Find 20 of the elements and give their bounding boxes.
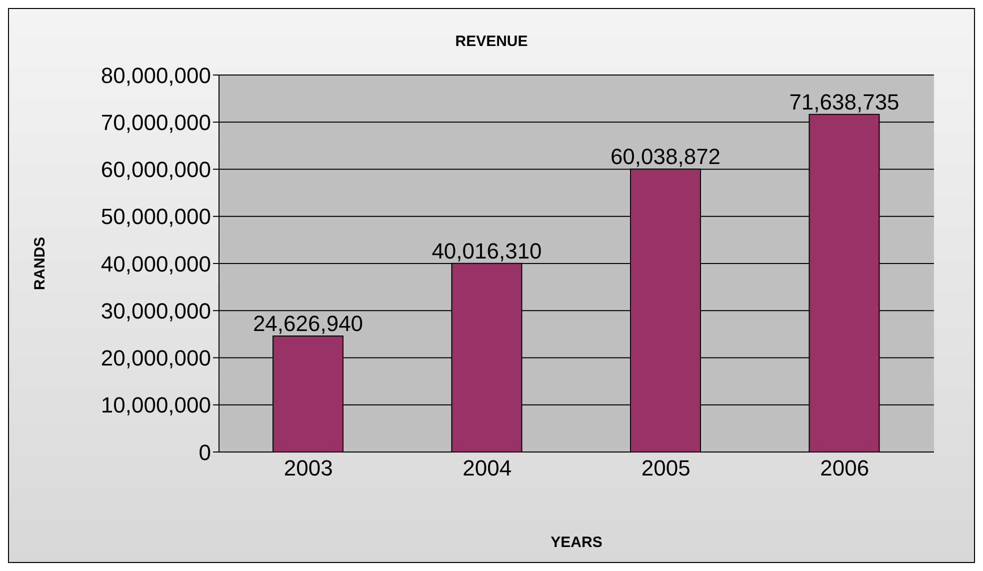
y-tick-label: 60,000,000 [100, 157, 211, 182]
y-tick-label: 40,000,000 [100, 251, 211, 276]
y-tick-label: 80,000,000 [100, 62, 211, 88]
chart-title: REVENUE [454, 33, 529, 50]
x-axis-title: YEARS [550, 534, 602, 551]
x-tick-label: 2004 [462, 456, 512, 481]
x-tick-label: 2006 [820, 456, 870, 481]
data-label: 40,016,310 [432, 238, 542, 264]
y-tick-label: 10,000,000 [100, 392, 211, 418]
data-label: 71,638,735 [789, 89, 900, 114]
data-label: 60,038,872 [610, 144, 721, 170]
data-label: 24,626,940 [252, 310, 364, 336]
x-tick-label: 2005 [641, 456, 690, 481]
x-tick-label: 2003 [284, 456, 333, 481]
y-tick-label: 0 [198, 440, 211, 465]
y-tick-label: 30,000,000 [100, 298, 211, 324]
y-tick-label: 50,000,000 [100, 204, 211, 230]
y-tick-label: 70,000,000 [100, 110, 211, 135]
y-axis-title: RANDS [31, 236, 48, 290]
y-tick-label: 20,000,000 [100, 346, 211, 371]
